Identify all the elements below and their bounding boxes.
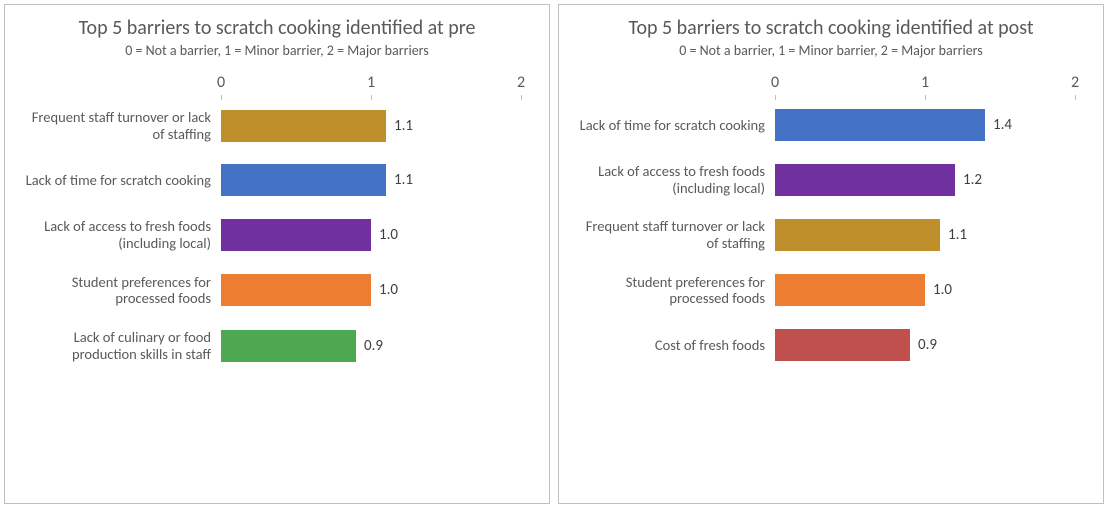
bar-row: Student preferences for processed foods 1…: [23, 274, 531, 307]
chart-panel-post: Top 5 barriers to scratch cooking identi…: [558, 4, 1104, 504]
x-axis-ticks-pre: [221, 95, 521, 101]
x-axis-tick-label: 1: [921, 73, 929, 92]
chart-subtitle-post: 0 = Not a barrier, 1 = Minor barrier, 2 …: [577, 42, 1085, 59]
bar-area: 1.2: [775, 164, 1075, 196]
bar-value-label: 1.4: [993, 116, 1012, 134]
bar-row: Lack of time for scratch cooking 1.4: [577, 109, 1085, 141]
bar-category-label: Lack of time for scratch cooking: [577, 117, 775, 134]
bar-value-label: 1.1: [394, 171, 413, 189]
bar: [221, 274, 371, 306]
bar-area: 1.0: [221, 219, 521, 251]
bar: [775, 219, 940, 251]
x-axis-tick-label: 1: [367, 73, 375, 92]
bar: [221, 330, 356, 362]
bar-category-label: Lack of culinary or food production skil…: [23, 329, 221, 362]
x-axis-tick-mark: [1075, 95, 1076, 100]
bar-row: Lack of culinary or food production skil…: [23, 329, 531, 362]
bar-row: Lack of access to fresh foods (including…: [23, 218, 531, 251]
x-axis-tick-mark: [521, 95, 522, 100]
x-axis-tick-mark: [925, 95, 926, 100]
bar-category-label: Lack of access to fresh foods (including…: [577, 163, 775, 196]
bar-area: 1.4: [775, 109, 1075, 141]
x-axis-tick-label: 2: [1071, 73, 1079, 92]
bar-category-label: Frequent staff turnover or lack of staff…: [577, 218, 775, 251]
x-axis-pre: 0 1 2: [23, 73, 531, 101]
x-axis-post: 0 1 2: [577, 73, 1085, 101]
bar-category-label: Student preferences for processed foods: [577, 274, 775, 307]
bar-area: 1.0: [221, 274, 521, 306]
x-axis-tick-mark: [775, 95, 776, 100]
bar: [775, 164, 955, 196]
x-axis-labels-pre: 012: [221, 73, 521, 95]
x-axis-tick-mark: [221, 95, 222, 100]
x-axis-labels-post: 012: [775, 73, 1075, 95]
bar-value-label: 0.9: [918, 336, 937, 354]
bar-area: 1.0: [775, 274, 1075, 306]
bar-area: 1.1: [775, 219, 1075, 251]
chart-title-post: Top 5 barriers to scratch cooking identi…: [577, 17, 1085, 40]
bar-value-label: 1.0: [933, 281, 952, 299]
chart-subtitle-pre: 0 = Not a barrier, 1 = Minor barrier, 2 …: [23, 42, 531, 59]
x-axis-tick-label: 0: [771, 73, 779, 92]
bar-row: Cost of fresh foods 0.9: [577, 329, 1085, 361]
bar-value-label: 1.1: [948, 226, 967, 244]
x-axis-tick-label: 0: [217, 73, 225, 92]
bar-area: 0.9: [221, 330, 521, 362]
chart-panel-pre: Top 5 barriers to scratch cooking identi…: [4, 4, 550, 504]
bar-category-label: Lack of access to fresh foods (including…: [23, 218, 221, 251]
bar-area: 0.9: [775, 329, 1075, 361]
bar-category-label: Student preferences for processed foods: [23, 274, 221, 307]
bar-value-label: 1.1: [394, 117, 413, 135]
bar: [221, 219, 371, 251]
x-axis-tick-mark: [371, 95, 372, 100]
bar: [221, 110, 386, 142]
bar: [775, 109, 985, 141]
chart-title-pre: Top 5 barriers to scratch cooking identi…: [23, 17, 531, 40]
bar-category-label: Cost of fresh foods: [577, 337, 775, 354]
bar-value-label: 1.0: [379, 281, 398, 299]
bar-area: 1.1: [221, 164, 521, 196]
bar: [775, 274, 925, 306]
bar: [775, 329, 910, 361]
x-axis-tick-label: 2: [517, 73, 525, 92]
bar-value-label: 0.9: [364, 337, 383, 355]
bar-rows-post: Lack of time for scratch cooking1.4Lack …: [577, 109, 1085, 491]
bar: [221, 164, 386, 196]
bar-value-label: 1.2: [963, 171, 982, 189]
bar-area: 1.1: [221, 110, 521, 142]
bar-row: Lack of access to fresh foods (including…: [577, 163, 1085, 196]
bar-row: Lack of time for scratch cooking 1.1: [23, 164, 531, 196]
bar-category-label: Frequent staff turnover or lack of staff…: [23, 109, 221, 142]
bar-rows-pre: Frequent staff turnover or lack of staff…: [23, 109, 531, 491]
bar-row: Frequent staff turnover or lack of staff…: [23, 109, 531, 142]
bar-category-label: Lack of time for scratch cooking: [23, 172, 221, 189]
bar-value-label: 1.0: [379, 226, 398, 244]
bar-row: Student preferences for processed foods 1…: [577, 274, 1085, 307]
bar-row: Frequent staff turnover or lack of staff…: [577, 218, 1085, 251]
x-axis-ticks-post: [775, 95, 1075, 101]
